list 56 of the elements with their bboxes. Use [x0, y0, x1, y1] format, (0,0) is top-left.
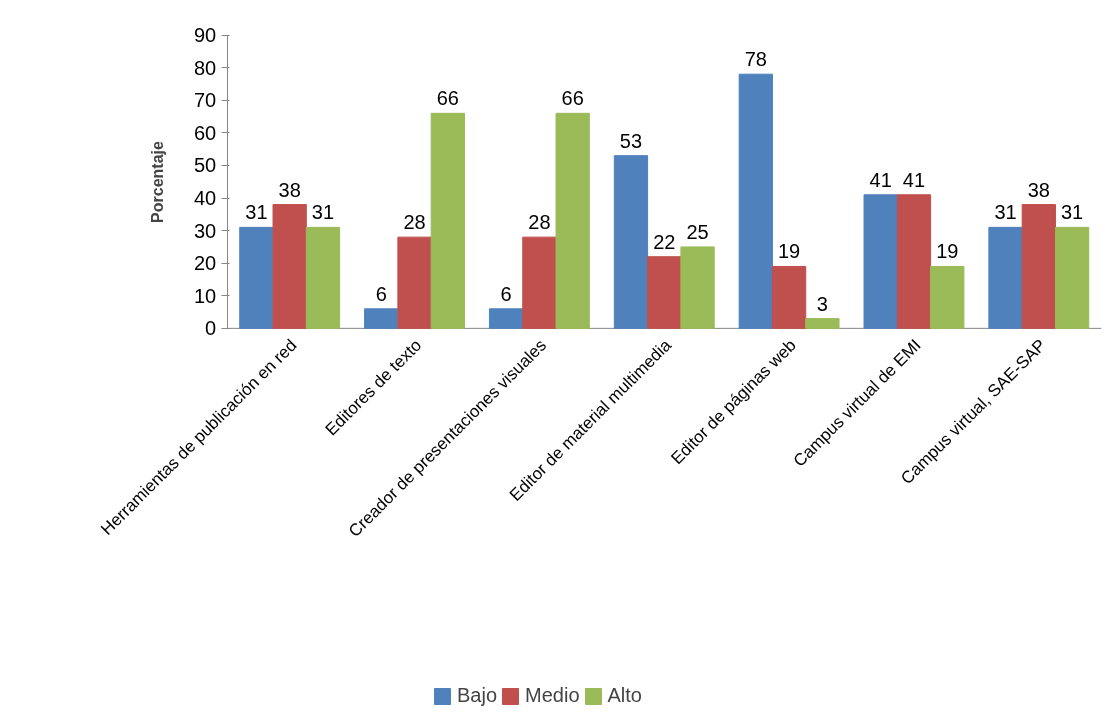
data-label: 38	[1027, 178, 1050, 201]
bar	[738, 73, 773, 329]
bar	[613, 155, 649, 329]
data-label: 6	[500, 282, 512, 305]
data-label: 31	[311, 201, 335, 224]
bar	[896, 194, 932, 329]
data-label: 66	[436, 87, 459, 110]
data-label: 28	[403, 211, 426, 234]
y-tick-label: 80	[194, 56, 217, 79]
bar	[239, 226, 274, 329]
y-tick-label: 10	[194, 284, 217, 307]
legend-label: Medio	[525, 684, 580, 707]
data-label: 3	[816, 292, 828, 315]
y-tick-label: 70	[194, 89, 217, 112]
bar	[680, 246, 715, 329]
bar	[988, 226, 1023, 329]
bar	[555, 112, 590, 329]
y-tick-label: 20	[194, 252, 217, 275]
y-tick-label: 40	[194, 187, 217, 210]
y-tick-label: 30	[194, 219, 217, 242]
data-label: 53	[619, 129, 643, 152]
y-tick-label: 60	[194, 121, 217, 144]
bar	[305, 226, 341, 329]
bar	[488, 308, 524, 329]
bar	[1054, 226, 1090, 329]
y-axis-title: Porcentaje	[149, 140, 167, 223]
bar	[364, 308, 399, 329]
data-label: 38	[278, 178, 301, 201]
data-label: 19	[777, 240, 801, 263]
bar	[1021, 204, 1056, 329]
data-label: 41	[869, 168, 892, 191]
bar	[930, 265, 965, 329]
data-label: 25	[686, 220, 709, 243]
bar	[647, 256, 682, 329]
bar	[430, 112, 465, 329]
bar	[805, 318, 840, 329]
y-tick-label: 0	[205, 317, 217, 340]
legend-label: Bajo	[457, 684, 498, 707]
data-label: 28	[528, 211, 551, 234]
data-label: 31	[245, 201, 268, 224]
data-label: 66	[561, 87, 584, 110]
bar	[771, 265, 807, 329]
data-label: 22	[653, 230, 676, 253]
data-label: 78	[744, 48, 767, 71]
bar	[272, 204, 307, 329]
bar	[522, 236, 557, 329]
data-label: 6	[375, 282, 387, 305]
y-tick-label: 50	[194, 154, 217, 177]
data-label: 41	[902, 168, 926, 191]
data-label: 19	[936, 240, 959, 263]
y-tick-label: 90	[194, 24, 217, 47]
bar	[863, 194, 898, 329]
data-label: 31	[994, 201, 1017, 224]
bar	[397, 236, 432, 329]
data-label: 31	[1061, 201, 1084, 224]
legend-label: Alto	[607, 684, 642, 707]
